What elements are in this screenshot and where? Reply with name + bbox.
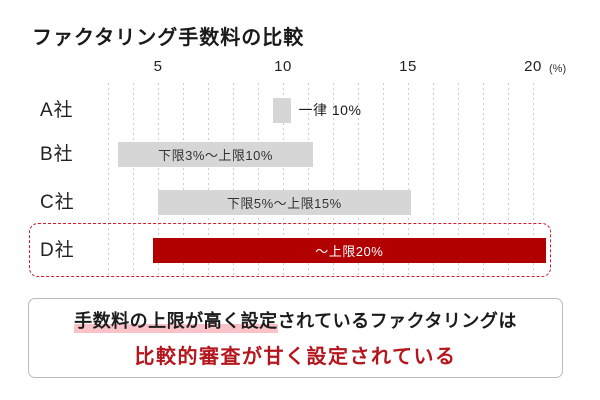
chart-title: ファクタリング手数料の比較 [32,27,305,49]
gridline-6pct [183,83,184,277]
callout-line-1-rest: されているファクタリングは [277,311,517,331]
conclusion-callout-box: 手数料の上限が高く設定されているファクタリングは 比較的審査が甘く設定されている [28,298,563,378]
emphasis-dashed-box [29,223,551,277]
bar-value-label: 下限5%～上限15% [226,196,342,211]
category-label-3: C社 [40,192,75,213]
highlighted-text: 手数料の上限が高く設定 [74,311,278,333]
range-bar-1 [273,98,291,123]
gridline-12pct [333,83,334,277]
gridline-20pct [533,83,534,277]
bar-value-label: 一律 10% [298,102,362,118]
range-bar-3: 下限5%～上限15% [158,190,411,215]
callout-line-2: 比較的審査が甘く設定されている [134,346,457,368]
gridline-3pct [108,83,109,277]
range-bar-4: ～上限20% [153,238,546,263]
gridline-4pct [133,83,134,277]
x-tick-20: 20 [524,58,542,75]
gridline-13pct [358,83,359,277]
gridline-5pct [158,83,159,277]
x-axis-unit-label: (%) [549,63,567,75]
bar-value-label: ～上限20% [315,244,384,259]
x-tick-5: 5 [153,58,163,75]
gridline-14pct [383,83,384,277]
range-bar-2: 下限3%～上限10% [118,142,313,167]
gridline-17pct [458,83,459,277]
category-label-4: D社 [40,240,75,261]
x-tick-10: 10 [274,58,292,75]
gridline-7pct [208,83,209,277]
gridline-8pct [233,83,234,277]
gridline-16pct [433,83,434,277]
gridline-11pct [308,83,309,277]
gridline-10pct [283,83,284,277]
bar-value-label: 下限3%～上限10% [158,148,273,163]
x-tick-15: 15 [399,58,417,75]
gridline-19pct [508,83,509,277]
category-label-1: A社 [40,100,74,121]
callout-line-1: 手数料の上限が高く設定されているファクタリングは [74,307,517,333]
gridline-9pct [258,83,259,277]
gridline-15pct [408,83,409,277]
gridline-18pct [483,83,484,277]
category-label-2: B社 [40,144,74,165]
